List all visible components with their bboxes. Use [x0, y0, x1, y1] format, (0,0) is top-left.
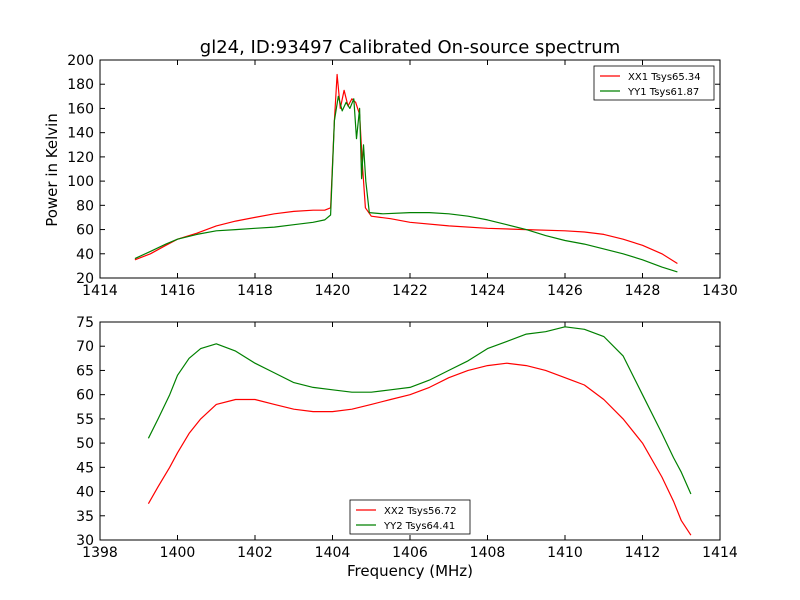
top-x-tick-label: 1422 [392, 283, 428, 299]
bottom-plot: 1398 1400 1402 1404 1406 1408 1410 1412 1414 30 35… [76, 315, 738, 561]
bottom-series-1-line [147, 326, 692, 495]
top-plot: 1414 1416 1418 1420 1422 1424 1426 1428 1430 20 40… [67, 53, 738, 299]
top-y-tick-label: 40 [76, 247, 94, 263]
bottom-legend-label-0: XX2 Tsys56.72 [384, 506, 457, 517]
top-x-tick-label: 1420 [315, 283, 351, 299]
top-legend-box [593, 65, 715, 101]
chart-title: gl24, ID:93497 Calibrated On-source spec… [200, 37, 620, 58]
bottom-y-tick-label: 45 [76, 460, 94, 476]
top-legend-label-0: XX1 Tsys65.34 [628, 72, 701, 83]
top-y-tick-label: 80 [76, 198, 94, 214]
bottom-y-tick-label: 40 [76, 485, 94, 501]
bottom-y-tick-label: 35 [76, 509, 94, 525]
top-y-tick-label: 100 [67, 174, 94, 190]
bottom-x-tick-label: 1408 [470, 545, 506, 561]
bottom-plot-ticks: 1398 1400 1402 1404 1406 1408 1410 1412 1414 30 35… [76, 315, 738, 561]
top-x-tick-label: 1414 [82, 283, 118, 299]
x-axis-label-bottom: Frequency (MHz) [347, 562, 473, 580]
bottom-x-tick-label: 1410 [547, 545, 583, 561]
bottom-x-tick-label: 1398 [82, 545, 118, 561]
top-x-tick-label: 1428 [625, 283, 661, 299]
bottom-x-tick-label: 1400 [160, 545, 196, 561]
y-axis-label-top: Power in Kelvin [43, 113, 61, 227]
bottom-x-tick-label: 1414 [702, 545, 738, 561]
bottom-x-tick-label: 1406 [392, 545, 428, 561]
top-series-1-line [134, 95, 678, 273]
bottom-y-tick-label: 70 [76, 339, 94, 355]
top-plot-legend: XX1 Tsys65.34 YY1 Tsys61.87 [593, 65, 715, 101]
bottom-y-tick-label: 30 [76, 533, 94, 549]
bottom-y-tick-label: 60 [76, 388, 94, 404]
top-y-tick-label: 160 [67, 101, 94, 117]
top-y-tick-label: 20 [76, 271, 94, 287]
bottom-legend-label-1: YY2 Tsys64.41 [383, 521, 455, 532]
top-y-tick-label: 60 [76, 223, 94, 239]
top-y-tick-label: 180 [67, 77, 94, 93]
bottom-y-tick-label: 75 [76, 315, 94, 331]
bottom-y-tick-label: 65 [76, 363, 94, 379]
top-y-tick-label: 200 [67, 53, 94, 69]
top-legend-label-1: YY1 Tsys61.87 [627, 87, 699, 98]
bottom-x-tick-label: 1404 [315, 545, 351, 561]
top-plot-ticks: 1414 1416 1418 1420 1422 1424 1426 1428 1430 20 40… [67, 53, 738, 299]
top-x-tick-label: 1430 [702, 283, 738, 299]
bottom-y-tick-label: 55 [76, 412, 94, 428]
bottom-plot-series [147, 326, 692, 536]
bottom-plot-legend: XX2 Tsys56.72 YY2 Tsys64.41 [349, 499, 471, 535]
bottom-legend-box [349, 499, 471, 535]
top-x-tick-label: 1418 [237, 283, 273, 299]
top-series-0-line [134, 73, 678, 265]
bottom-y-tick-label: 50 [76, 436, 94, 452]
top-x-tick-label: 1416 [160, 283, 196, 299]
top-x-tick-label: 1426 [547, 283, 583, 299]
bottom-x-tick-label: 1402 [237, 545, 273, 561]
top-y-tick-label: 140 [67, 126, 94, 142]
top-y-tick-label: 120 [67, 150, 94, 166]
bottom-series-0-line [147, 362, 692, 536]
top-plot-series [134, 73, 678, 273]
bottom-x-tick-label: 1412 [625, 545, 661, 561]
top-x-tick-label: 1424 [470, 283, 506, 299]
